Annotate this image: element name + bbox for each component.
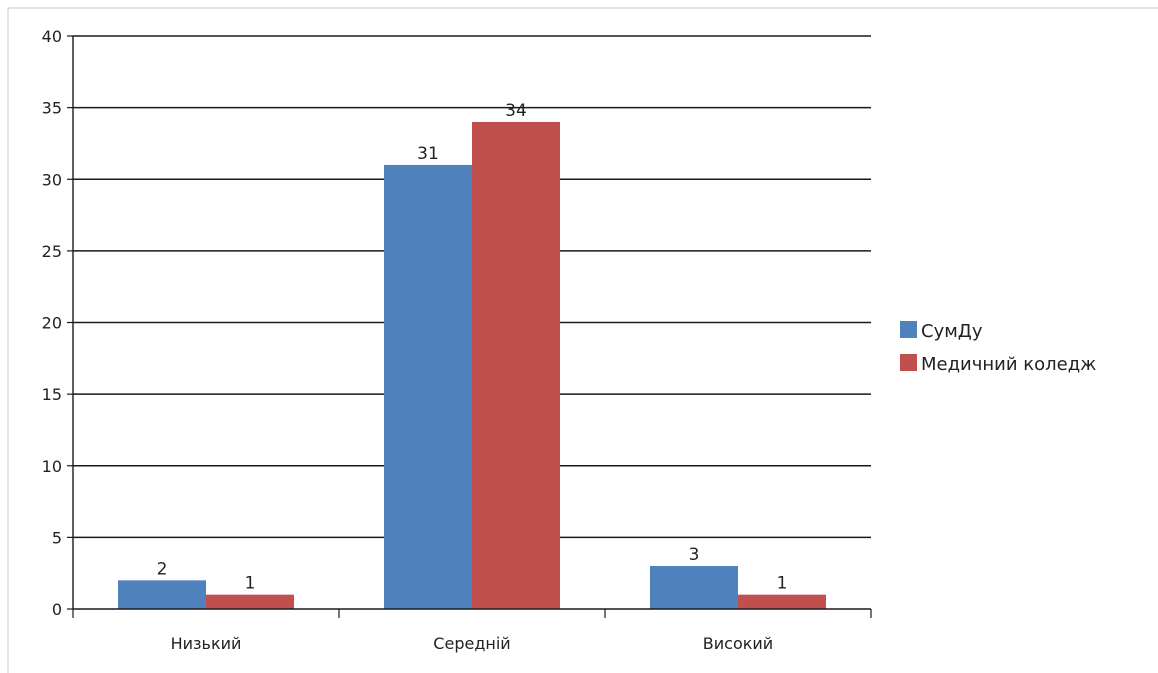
y-tick-label: 25 xyxy=(42,242,62,261)
x-tick-label: Високий xyxy=(703,634,773,653)
bar-sumdu-1 xyxy=(384,164,472,610)
y-tick-label: 0 xyxy=(52,600,62,619)
legend-label-medical-college: Медичний коледж xyxy=(921,354,1096,375)
data-label: 31 xyxy=(417,144,439,164)
bar-medical-college-0 xyxy=(206,594,294,609)
data-label: 1 xyxy=(777,574,788,594)
data-label: 3 xyxy=(689,545,700,565)
legend-swatch-sumdu xyxy=(900,321,917,338)
data-label: 2 xyxy=(157,559,168,579)
y-tick-label: 40 xyxy=(42,27,62,46)
legend-label-sumdu: СумДу xyxy=(921,321,983,342)
bars xyxy=(118,121,826,610)
bar-sumdu-0 xyxy=(118,580,206,609)
y-tick-label: 10 xyxy=(42,457,62,476)
data-label: 1 xyxy=(245,574,256,594)
y-tick-label: 20 xyxy=(42,314,62,333)
y-tick-label: 30 xyxy=(42,170,62,189)
x-tick-label: Середній xyxy=(433,634,510,653)
x-tick-label: Низький xyxy=(171,634,242,653)
bar-medical-college-2 xyxy=(738,594,826,609)
y-tick-label: 5 xyxy=(52,528,62,547)
axes xyxy=(67,35,872,618)
bar-sumdu-2 xyxy=(650,566,738,609)
y-tick-labels: 0 5 10 15 20 25 30 35 40 xyxy=(42,27,62,619)
data-label: 34 xyxy=(505,101,527,121)
y-tick-label: 15 xyxy=(42,385,62,404)
y-tick-label: 35 xyxy=(42,99,62,118)
x-tick-labels: Низький Середній Високий xyxy=(171,634,774,653)
legend: СумДу Медичний коледж xyxy=(900,321,1096,375)
legend-swatch-medical-college xyxy=(900,354,917,371)
bar-medical-college-1 xyxy=(472,121,560,609)
